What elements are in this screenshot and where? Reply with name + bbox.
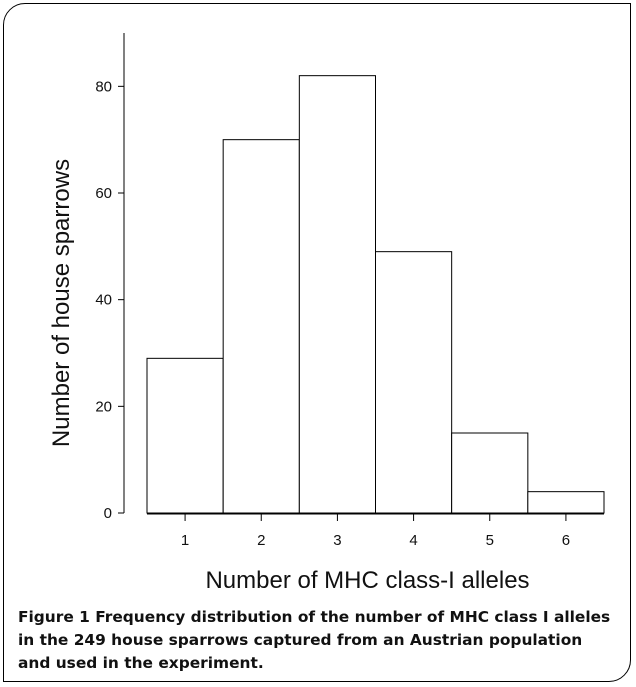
x-tick-label-4: 4: [409, 532, 417, 549]
y-tick-label-80: 80: [95, 78, 112, 95]
figure-caption: Figure 1 Frequency distribution of the n…: [18, 606, 618, 675]
caption-text: Frequency distribution of the number of …: [18, 608, 611, 672]
y-tick-label-60: 60: [95, 185, 112, 202]
histogram-chart: 0 20 40 60 80 1 2 3 4 5 6 Number of MHC class-I all…: [48, 33, 605, 594]
x-tick-label-2: 2: [257, 532, 265, 549]
bar-3: [298, 75, 376, 514]
bar-4: [375, 251, 453, 514]
x-axis-title: Number of MHC class-I alleles: [205, 567, 529, 594]
x-tick-label-3: 3: [333, 532, 341, 549]
caption-label: Figure 1: [18, 608, 90, 626]
x-tick-label-1: 1: [181, 532, 189, 549]
y-tick-label-40: 40: [95, 292, 112, 309]
bar-1: [146, 357, 224, 514]
y-axis-title: Number of house sparrows: [48, 159, 75, 447]
bar-5: [451, 432, 529, 514]
y-tick-label-0: 0: [104, 505, 112, 522]
bar-2: [222, 139, 300, 514]
x-tick-label-6: 6: [562, 532, 570, 549]
x-tick-label-5: 5: [486, 532, 494, 549]
y-tick-label-20: 20: [95, 398, 112, 415]
bar-6: [527, 491, 605, 514]
